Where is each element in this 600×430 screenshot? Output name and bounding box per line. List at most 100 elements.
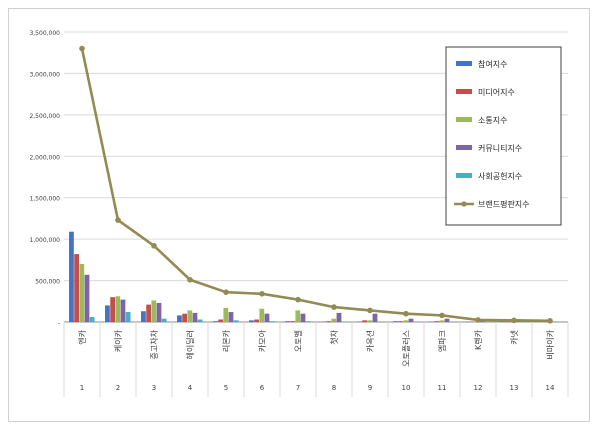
legend-label: 사회공헌지수 — [478, 172, 522, 181]
bar-미디어지수 — [398, 321, 403, 322]
bar-참여지수 — [213, 321, 218, 322]
bar-커뮤니티지수 — [408, 318, 414, 322]
brand-reputation-chart: - 500,000 1,000,000 1,500,000 2,000,000 2,500… — [29, 30, 569, 397]
point-브랜드평판지수 — [331, 304, 337, 310]
legend-swatch — [456, 89, 472, 94]
bar-미디어지수 — [110, 297, 115, 322]
y-tick-label: 2,000,000 — [29, 154, 60, 161]
point-브랜드평판지수 — [511, 317, 517, 324]
legend-swatch — [456, 117, 472, 122]
bar-사회공헌지수 — [89, 317, 95, 322]
point-브랜드평판지수 — [439, 312, 445, 319]
point-브랜드평판지수 — [79, 45, 85, 52]
bar-커뮤니티지수 — [156, 302, 162, 322]
legend-label: 커뮤니티지수 — [478, 143, 522, 153]
bar-참여지수 — [393, 321, 398, 322]
bar-사회공헌지수 — [197, 319, 203, 322]
x-index-label: 10 — [402, 384, 411, 392]
bar-사회공헌지수 — [161, 318, 167, 322]
x-index-label: 9 — [368, 384, 372, 392]
y-tick-label: 3,000,000 — [29, 71, 60, 78]
bar-미디어지수 — [182, 313, 187, 322]
x-category-label: 카모아 — [257, 329, 267, 352]
point-브랜드평판지수 — [367, 307, 373, 314]
point-브랜드평판지수 — [295, 296, 301, 303]
bar-미디어지수 — [326, 321, 331, 322]
bar-미디어지수 — [254, 319, 259, 322]
x-category-label: 카넷 — [510, 330, 519, 345]
y-tick-label: - — [58, 320, 60, 327]
point-브랜드평판지수 — [115, 217, 121, 223]
bar-참여지수 — [69, 231, 74, 322]
x-index-label: 4 — [188, 384, 193, 392]
bar-소통지수 — [115, 296, 121, 322]
x-category-label: 중고차차 — [150, 329, 159, 359]
legend-swatch — [456, 145, 472, 150]
x-index-label: 12 — [474, 384, 483, 392]
bar-미디어지수 — [290, 321, 295, 322]
legend-marker — [461, 201, 467, 207]
bar-소통지수 — [367, 320, 373, 322]
x-category-label: 케이카 — [113, 329, 123, 352]
y-tick-label: 500,000 — [35, 279, 60, 286]
x-index-label: 1 — [80, 384, 84, 392]
y-tick-label: 3,500,000 — [29, 30, 60, 37]
x-category-label: 오토벨 — [293, 330, 303, 352]
bar-참여지수 — [249, 320, 254, 322]
bar-미디어지수 — [74, 254, 79, 322]
x-index-label: 13 — [510, 384, 519, 392]
legend-swatch — [456, 61, 472, 66]
legend-box — [445, 46, 562, 226]
bar-커뮤니티지수 — [336, 312, 342, 322]
y-tick-label: 2,500,000 — [29, 113, 60, 120]
x-category-label: 엔카 — [77, 329, 87, 344]
x-category-label: 첫차 — [330, 329, 339, 344]
legend-label: 소통지수 — [478, 116, 507, 125]
point-브랜드평판지수 — [259, 291, 265, 297]
bar-사회공헌지수 — [233, 320, 239, 322]
x-index-label: 2 — [116, 384, 120, 392]
bar-미디어지수 — [434, 321, 439, 322]
x-index-label: 11 — [438, 384, 447, 392]
x-index-label: 3 — [152, 384, 156, 392]
x-index-label: 7 — [296, 384, 300, 392]
bar-소통지수 — [79, 264, 85, 322]
bar-커뮤니티지수 — [300, 313, 306, 322]
bar-소통지수 — [439, 320, 445, 322]
line-브랜드평판지수 — [80, 48, 551, 323]
bar-커뮤니티지수 — [120, 299, 126, 322]
bar-참여지수 — [105, 305, 110, 322]
x-index-label: 8 — [332, 384, 336, 392]
x-category-label: K렌카 — [473, 329, 483, 350]
x-category-label: 비마이카 — [545, 329, 555, 359]
legend-label: 참여지수 — [478, 59, 507, 69]
bar-소통지수 — [403, 320, 409, 322]
x-category-label: 헤이딜러 — [185, 330, 195, 359]
bar-소통지수 — [259, 308, 265, 322]
chart-frame: - 500,000 1,000,000 1,500,000 2,000,000 2,500… — [8, 8, 590, 422]
bar-참여지수 — [177, 315, 182, 322]
bar-미디어지수 — [146, 304, 151, 322]
y-tick-label: 1,000,000 — [29, 237, 60, 244]
point-브랜드평판지수 — [403, 310, 409, 317]
bar-커뮤니티지수 — [228, 312, 234, 322]
bar-참여지수 — [141, 311, 146, 322]
bar-커뮤니티지수 — [372, 313, 378, 322]
bar-사회공헌지수 — [269, 321, 275, 322]
bar-사회공헌지수 — [125, 312, 131, 322]
y-tick-label: 1,500,000 — [29, 196, 60, 203]
bar-미디어지수 — [218, 319, 223, 322]
x-category-label: 오토플러스 — [402, 330, 411, 367]
bar-소통지수 — [295, 310, 301, 322]
bar-참여지수 — [285, 321, 290, 322]
bar-사회공헌지수 — [305, 321, 311, 322]
bar-소통지수 — [223, 307, 229, 322]
bar-미디어지수 — [362, 320, 367, 322]
bar-소통지수 — [187, 310, 193, 322]
point-브랜드평판지수 — [475, 317, 481, 323]
x-category-label: 리본카 — [222, 329, 231, 352]
point-브랜드평판지수 — [187, 276, 193, 283]
bar-커뮤니티지수 — [444, 318, 450, 322]
legend-swatch — [456, 173, 472, 178]
bar-소통지수 — [331, 318, 337, 322]
